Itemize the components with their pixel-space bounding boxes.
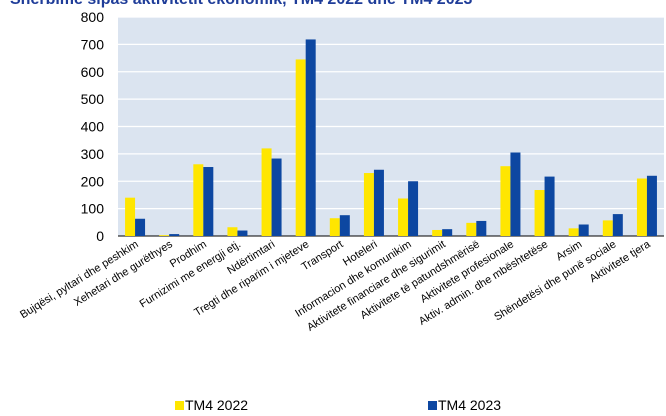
bar — [442, 229, 453, 236]
legend-swatch — [175, 401, 184, 410]
y-tick-label: 0 — [96, 228, 104, 244]
bar — [339, 215, 350, 236]
legend-swatch — [428, 401, 437, 410]
y-tick-label: 200 — [81, 173, 105, 189]
bar — [612, 214, 623, 236]
bar — [295, 59, 306, 237]
bar — [159, 235, 170, 236]
bar — [432, 229, 443, 236]
bar — [305, 39, 316, 237]
legend-label: TM4 2022 — [185, 397, 248, 413]
bar — [227, 227, 238, 236]
legend-label: TM4 2023 — [438, 397, 501, 413]
bar — [203, 167, 214, 236]
bar — [169, 234, 180, 236]
y-tick-label: 400 — [81, 119, 105, 135]
bar — [398, 198, 409, 236]
bar — [373, 169, 384, 236]
bar — [500, 166, 511, 236]
bar — [135, 218, 146, 236]
y-tick-label: 100 — [81, 201, 105, 217]
bar — [125, 197, 136, 236]
bar — [646, 175, 657, 236]
bar — [476, 220, 487, 236]
bar — [544, 176, 555, 236]
y-tick-label: 600 — [81, 64, 105, 80]
legend: TM4 2022 TM4 2023 — [175, 397, 501, 413]
bar — [534, 190, 545, 236]
bar — [261, 148, 272, 236]
bars — [125, 39, 657, 237]
bar — [271, 158, 282, 236]
y-tick-label: 300 — [81, 146, 105, 162]
bar — [636, 178, 647, 236]
bar — [568, 228, 579, 236]
bar — [363, 173, 374, 236]
bar — [578, 224, 589, 236]
y-tick-label: 800 — [81, 9, 105, 25]
bar — [193, 164, 204, 236]
bar — [466, 222, 477, 236]
y-tick-label: 500 — [81, 91, 105, 107]
chart-title: Shërbime sipas aktivitetit ekonomik, TM4… — [10, 0, 473, 8]
bar — [329, 218, 340, 236]
bar — [237, 230, 248, 236]
bar — [408, 181, 419, 236]
bar — [602, 220, 613, 236]
bar — [510, 152, 521, 236]
y-tick-label: 700 — [81, 36, 105, 52]
